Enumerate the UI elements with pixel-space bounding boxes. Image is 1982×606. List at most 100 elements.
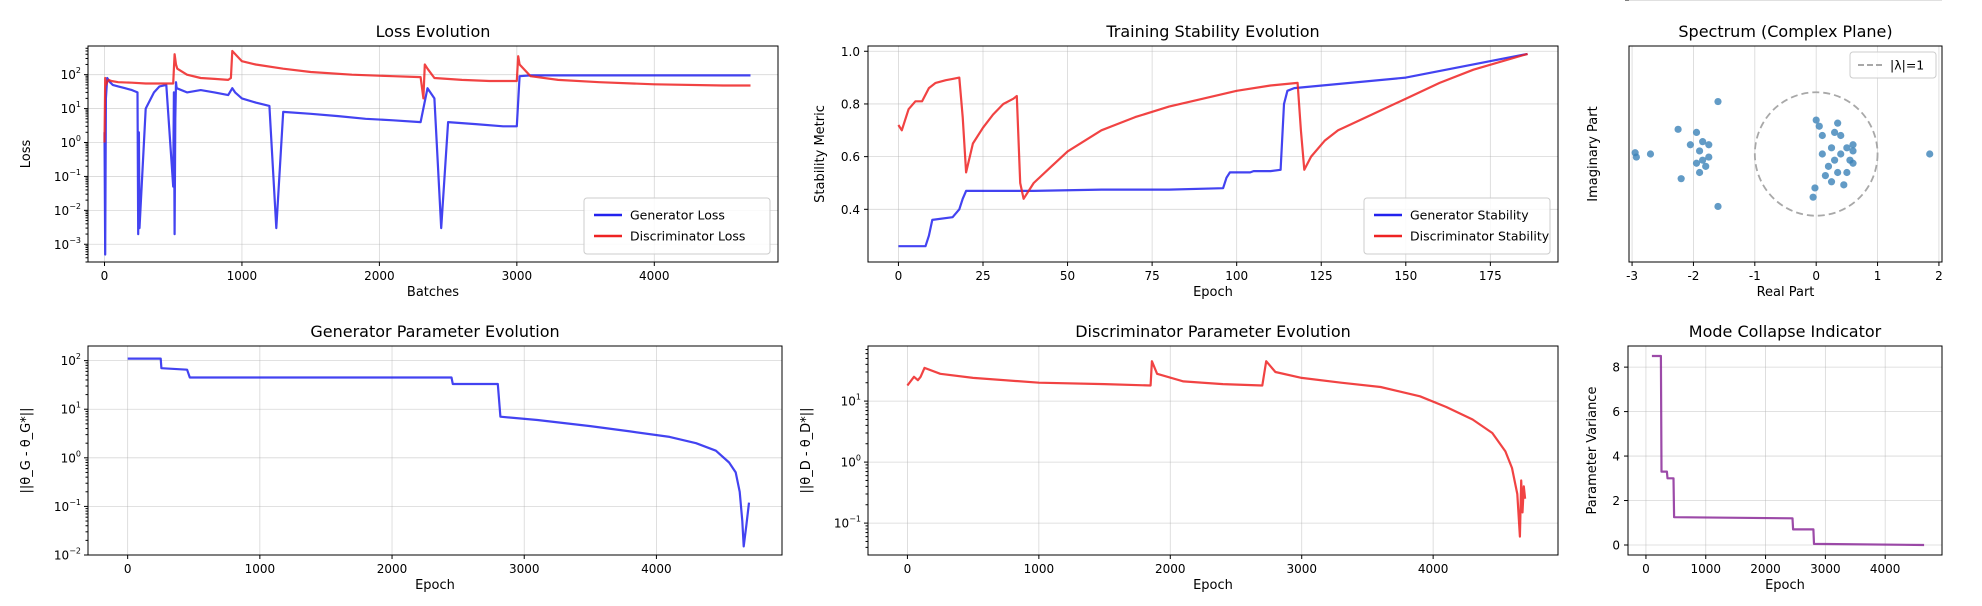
scatter-point (1812, 116, 1820, 124)
scatter-point (1849, 147, 1857, 155)
scatter-point (1834, 168, 1842, 177)
y-axis-label: Parameter Variance (1585, 387, 1600, 515)
scatter-point (1705, 141, 1713, 149)
x-tick-label: 125 (1310, 269, 1333, 283)
x-tick-label: 75 (1144, 269, 1159, 283)
y-axis-label: ||θ_D - θ_D*|| (799, 408, 814, 494)
scatter-point (1827, 178, 1836, 186)
series-line-generator (127, 357, 751, 548)
x-tick-label: 25 (975, 269, 990, 283)
x-tick-label: 2000 (364, 269, 395, 283)
x-tick-label: -3 (1626, 269, 1638, 283)
scatter-point (1632, 153, 1640, 161)
chart-mode-collapse: 0 1000 2000 3000 4000 0 2 4 6 8 Mode Collapse Indi… (1585, 322, 1943, 593)
y-tick-label: 100 (61, 449, 81, 465)
x-tick-label: 1000 (1690, 562, 1721, 576)
y-tick-label: 1.0 (841, 45, 860, 59)
x-tick-label: 0 (101, 269, 109, 283)
scatter-point (1837, 150, 1845, 158)
x-axis-label: Epoch (1193, 285, 1233, 300)
scatter-point (1677, 175, 1685, 183)
x-tick-label: 100 (1225, 269, 1248, 283)
y-tick-label: 0.6 (841, 150, 860, 164)
series-line-generator (898, 52, 1528, 248)
scatter-point (1926, 150, 1934, 158)
scatter-point (1815, 122, 1823, 130)
scatter-point (1695, 147, 1704, 155)
axes-frame (87, 45, 779, 263)
x-axis-label: Epoch (1765, 578, 1805, 593)
scatter-point (1811, 184, 1819, 192)
scatter-point (1818, 150, 1826, 158)
axes-frame (87, 345, 783, 556)
x-tick-label: 1 (1874, 269, 1882, 283)
y-tick-label: 10−3 (54, 236, 81, 252)
x-tick-label: 0 (904, 562, 912, 576)
scatter-point (1702, 162, 1710, 170)
legend-label: Generator Stability (1410, 208, 1529, 223)
x-tick-label: 3000 (509, 562, 540, 576)
scatter-point (1686, 141, 1694, 149)
x-tick-label: 4000 (1418, 562, 1449, 576)
x-tick-label: -1 (1749, 269, 1761, 283)
scatter-point (1674, 125, 1682, 133)
axes-frame (867, 45, 1559, 263)
x-axis-label: Real Part (1757, 285, 1815, 300)
scatter-point (1830, 156, 1839, 164)
y-tick-label: 4 (1612, 450, 1620, 464)
x-tick-label: 0 (1812, 269, 1820, 283)
scatter-point (1714, 97, 1722, 106)
y-tick-label: 10−1 (834, 515, 861, 531)
x-tick-label: 1000 (245, 562, 276, 576)
unit-circle (1753, 91, 1879, 217)
y-axis-label: ||θ_G - θ_G*|| (19, 407, 34, 493)
y-axis-label: Loss (19, 140, 34, 169)
x-tick-label: 2 (1935, 269, 1943, 283)
x-axis-label: Epoch (1193, 578, 1233, 593)
x-tick-label: 4000 (1870, 562, 1901, 576)
legend-label: Generator Loss (630, 208, 725, 223)
scatter-point (1834, 119, 1842, 127)
x-axis-label: Epoch (415, 578, 455, 593)
y-tick-label: 8 (1612, 361, 1620, 375)
x-tick-label: 0 (895, 269, 903, 283)
legend: |λ|=1 (1849, 51, 1937, 79)
chart-loss: 0 1000 2000 3000 4000 10−3 10−2 10−1 100 101 102 Lo… (19, 22, 779, 300)
scatter-point (1824, 162, 1833, 170)
chart-stability: 0 25 50 75 100 125 150 175 0.4 0.6 0.8 1.0 Training … (813, 22, 1559, 300)
scatter-point (1821, 172, 1829, 180)
chart-title: Generator Parameter Evolution (310, 322, 559, 341)
scatter-point (1809, 193, 1817, 201)
series-line-discriminator (906, 360, 1527, 538)
y-tick-label: 100 (841, 454, 861, 470)
y-tick-label: 10−1 (54, 498, 81, 514)
y-tick-label: 100 (61, 134, 81, 150)
series-line-discriminator (103, 49, 751, 143)
y-tick-label: 102 (61, 352, 81, 368)
chart-gen-param: 0 1000 2000 3000 4000 10−2 10−1 100 101 102 Genera… (19, 322, 783, 593)
scatter-point (1849, 141, 1857, 149)
axes-frame (1627, 345, 1943, 556)
x-tick-label: -2 (1687, 269, 1699, 283)
y-tick-label: 101 (61, 100, 81, 116)
chart-title: Discriminator Parameter Evolution (1075, 322, 1351, 341)
y-tick-label: 2 (1612, 494, 1620, 508)
scatter-point (1692, 159, 1701, 167)
axes-frame (867, 345, 1559, 556)
scatter-point (1699, 138, 1707, 146)
chart-spectrum: -3 -2 -1 0 1 2 Spectrum (Complex Plane) Real Pa… (1586, 0, 1943, 300)
y-tick-label: 0.4 (841, 203, 860, 217)
scatter-point (1843, 168, 1851, 177)
y-tick-label: 10−1 (54, 168, 81, 184)
x-tick-label: 4000 (639, 269, 670, 283)
x-tick-label: 1000 (227, 269, 258, 283)
legend-box (583, 197, 771, 255)
x-tick-label: 50 (1060, 269, 1075, 283)
scatter-point (1695, 168, 1704, 177)
scatter-point (1837, 131, 1845, 140)
x-tick-label: 1000 (1024, 562, 1055, 576)
legend: Generator Loss Discriminator Loss (583, 197, 771, 255)
chart-title: Loss Evolution (376, 22, 491, 41)
y-axis-label: Stability Metric (813, 105, 828, 203)
scatter-point (1843, 144, 1851, 152)
